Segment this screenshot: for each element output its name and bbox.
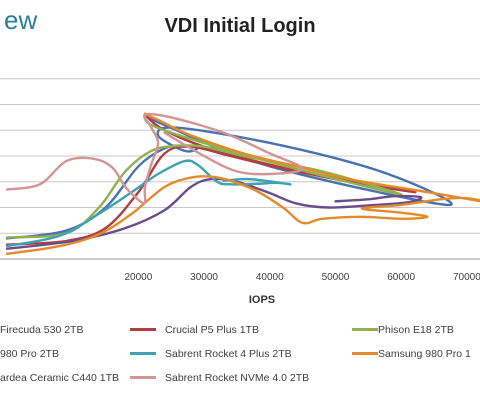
series-line-4 — [5, 177, 423, 250]
legend-label: Sabrent Rocket NVMe 4.0 2TB — [165, 372, 309, 384]
legend-label: Firecuda 530 2TB — [0, 324, 83, 336]
x-tick-label: 50000 — [322, 272, 350, 283]
series-line-1 — [5, 113, 453, 240]
x-tick-label: 20000 — [124, 272, 152, 283]
x-tick-label: 30000 — [190, 272, 218, 283]
x-tick-label: 60000 — [387, 272, 415, 283]
series-line-3 — [5, 112, 403, 239]
legend: Firecuda 530 2TB Crucial P5 Plus 1TB Phiso… — [0, 324, 471, 384]
x-axis-ticks: 20000 30000 40000 50000 60000 70000 — [124, 272, 480, 283]
series-line-5 — [5, 159, 292, 248]
legend-label: Sabrent Rocket 4 Plus 2TB — [165, 348, 292, 360]
brand-logo-fragment: ew — [4, 5, 37, 35]
chart-title: VDI Initial Login — [164, 15, 315, 37]
legend-label: ardea Ceramic C440 1TB — [0, 372, 119, 384]
legend-label: Phison E18 2TB — [378, 324, 454, 336]
plot-area — [5, 112, 480, 255]
x-tick-label: 70000 — [453, 272, 480, 283]
series-line-6 — [5, 112, 480, 255]
series-line-2 — [5, 113, 417, 246]
legend-label: Samsung 980 Pro 1 — [378, 348, 471, 360]
series-line-7 — [5, 112, 304, 205]
x-tick-label: 40000 — [256, 272, 284, 283]
legend-label: 980 Pro 2TB — [0, 348, 59, 360]
x-axis-label: IOPS — [249, 294, 275, 306]
legend-label: Crucial P5 Plus 1TB — [165, 324, 259, 336]
